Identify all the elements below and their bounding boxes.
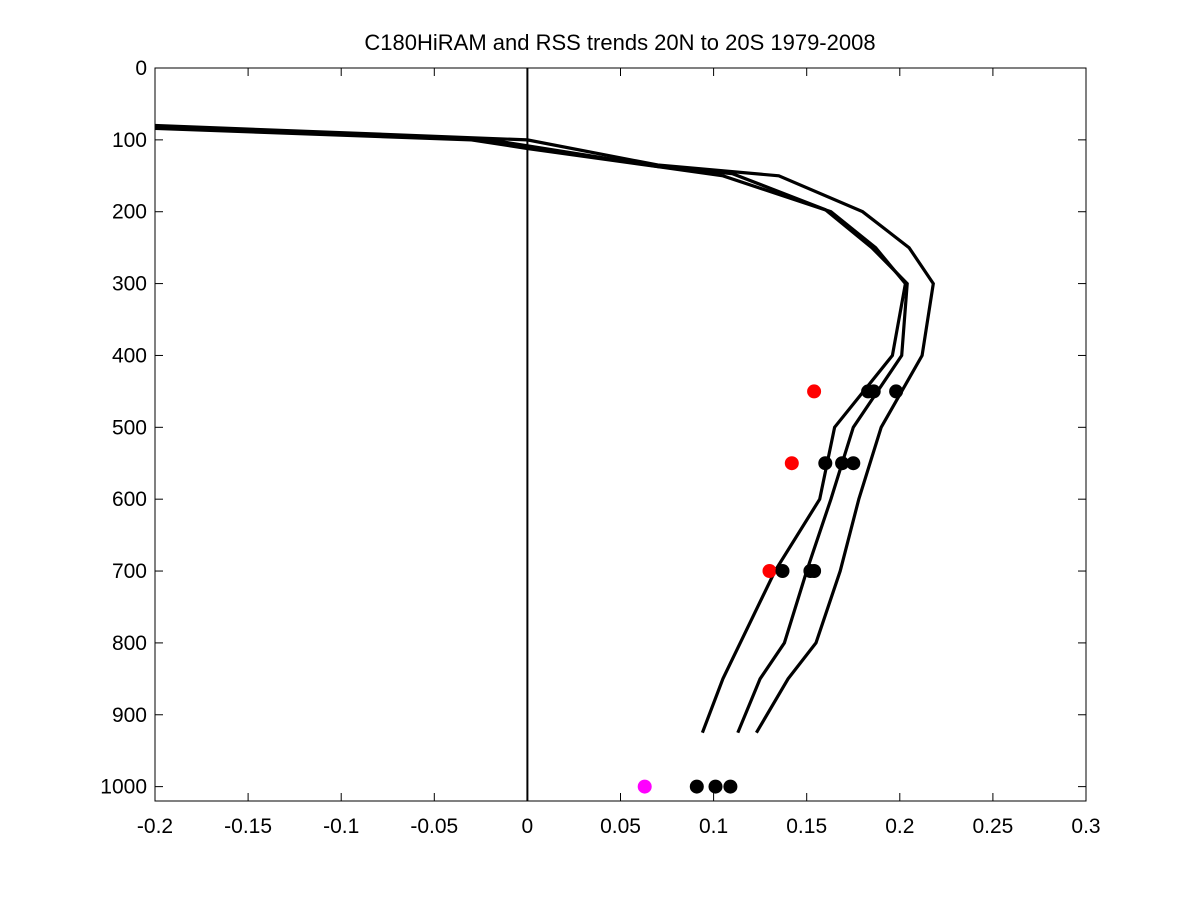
data-point-14 [708,779,723,794]
data-point-2 [784,456,799,471]
series-layer [155,123,935,734]
data-point-7 [818,456,833,471]
y-tick-label: 800 [112,632,147,655]
data-point-15 [723,779,738,794]
x-tick-label: 0.3 [1071,815,1100,838]
series-line-3 [155,126,908,734]
y-tick-label: 400 [112,344,147,367]
y-tick-label: 700 [112,560,147,583]
marker-layer [637,384,904,794]
series-line-1 [155,123,935,734]
data-point-10 [775,564,790,578]
y-tick-label: 100 [112,129,147,152]
y-tick-label: 0 [135,57,147,80]
tick-layer: -0.2 -0.15 -0.1 -0.05 0 0.05 0.1 0.15 0.2 0.25 0.3… [100,57,1100,838]
data-point-3 [762,564,777,578]
chart-title: C180HiRAM and RSS trends 20N to 20S 1979… [364,30,875,55]
x-tick-label: 0.05 [600,815,641,838]
x-tick-label: 0.15 [786,815,827,838]
data-point-12 [807,564,822,578]
x-tick-label: -0.05 [410,815,458,838]
y-tick-label: 600 [112,488,147,511]
y-tick-label: 500 [112,416,147,439]
y-tick-label: 900 [112,704,147,727]
data-point-6 [889,384,904,399]
data-point-16 [637,779,652,794]
data-point-8 [835,456,850,471]
data-point-9 [846,456,861,471]
data-point-1 [807,384,822,399]
x-tick-label: 0.25 [972,815,1013,838]
x-tick-label: 0.2 [885,815,914,838]
data-point-13 [689,779,704,794]
x-tick-label: -0.15 [224,815,272,838]
x-tick-label: 0 [522,815,534,838]
x-tick-label: -0.1 [323,815,359,838]
y-tick-label: 1000 [100,776,147,799]
x-tick-label: -0.2 [137,815,173,838]
data-point-5 [866,384,881,399]
x-tick-label: 0.1 [699,815,728,838]
y-tick-label: 300 [112,273,147,296]
y-tick-label: 200 [112,201,147,224]
